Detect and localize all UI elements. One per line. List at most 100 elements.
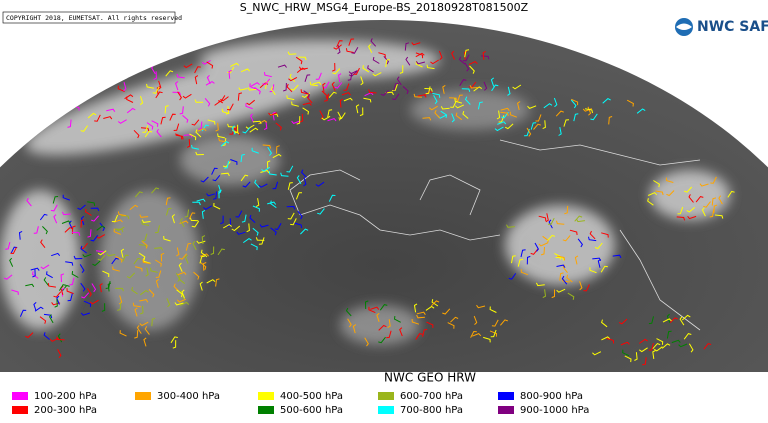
legend-swatch [378, 392, 394, 400]
wind-barb [151, 120, 159, 127]
legend-label: 600-700 hPa [400, 391, 463, 402]
wind-barb [199, 253, 209, 257]
wind-barb [33, 226, 39, 234]
wind-barb [91, 283, 97, 293]
wind-barb [328, 91, 337, 98]
wind-barb [169, 113, 176, 121]
wind-barb [51, 252, 61, 257]
wind-barb [10, 246, 17, 255]
wind-barb [451, 113, 455, 123]
wind-barb [80, 215, 85, 226]
wind-barb [238, 87, 248, 91]
copyright-box [2, 11, 176, 24]
wind-barb [5, 241, 11, 250]
wind-barb [251, 147, 259, 154]
wind-barb [39, 213, 48, 221]
wind-barb [289, 73, 296, 83]
legend-label: 300-400 hPa [157, 391, 220, 402]
wind-barb [378, 52, 386, 58]
wind-barb [270, 86, 276, 96]
wind-barb [92, 260, 101, 267]
wind-barb [227, 103, 234, 111]
wind-barb [262, 78, 271, 85]
wind-barb [113, 228, 121, 235]
title: S_NWC_HRW_MSG4_Europe-BS_20180928T081500… [240, 1, 529, 14]
wind-barb [231, 125, 236, 135]
wind-barb [120, 248, 125, 258]
wind-barb [87, 201, 96, 206]
wind-barb [372, 56, 380, 64]
wind-barb [201, 235, 206, 245]
wind-barb [204, 97, 211, 107]
wind-barb [58, 103, 65, 111]
wind-barb [300, 89, 309, 95]
wind-barb [301, 169, 307, 178]
wind-barb [221, 137, 227, 147]
wind-barb [671, 339, 681, 344]
wind-barb [639, 347, 648, 353]
wind-barb [405, 56, 411, 66]
wind-barb [517, 101, 521, 111]
wind-barb [258, 183, 268, 188]
wind-barb [622, 349, 630, 357]
wind-barb [160, 116, 166, 125]
wind-barb [101, 303, 106, 312]
wind-barb [198, 121, 203, 130]
wind-barb [602, 97, 611, 104]
wind-barb [106, 253, 116, 257]
wind-barb [43, 332, 50, 340]
wind-barb [69, 277, 75, 286]
wind-barb [139, 95, 144, 106]
wind-barb [683, 333, 692, 340]
wind-barb [463, 50, 468, 60]
wind-barb [249, 214, 256, 223]
wind-barb [134, 191, 143, 198]
wind-barb [103, 116, 113, 120]
wind-barb [570, 98, 579, 106]
wind-barb [217, 133, 226, 139]
wind-barb [165, 70, 174, 77]
wind-barb [77, 204, 86, 211]
wind-barb [96, 250, 105, 255]
wind-barb [54, 298, 58, 308]
wind-barb [297, 210, 303, 220]
wind-barb [404, 42, 410, 51]
wind-barb [447, 322, 455, 329]
wind-barb [80, 125, 89, 132]
wind-barb [556, 288, 566, 293]
wind-barb [304, 74, 311, 82]
wind-barb [250, 113, 255, 123]
wind-barb [440, 110, 448, 119]
wind-barb [600, 265, 608, 273]
wind-barb [348, 38, 355, 46]
wind-barb [500, 111, 509, 117]
wind-barb [286, 165, 294, 173]
wind-barb [207, 119, 216, 125]
wind-barb [551, 289, 555, 299]
wind-barb [490, 77, 495, 87]
wind-barb [647, 198, 654, 206]
wind-barb [324, 93, 329, 102]
wind-barb [399, 65, 404, 74]
wind-barb [567, 292, 575, 300]
wind-barb [392, 83, 398, 91]
wind-barb [416, 314, 425, 319]
wind-barb [469, 65, 475, 74]
wind-barb [422, 329, 428, 337]
wind-barb [454, 98, 463, 104]
wind-barb [57, 106, 67, 110]
wind-barb [321, 90, 328, 99]
wind-barb [80, 219, 85, 228]
wind-barb [117, 119, 127, 124]
wind-barb [240, 68, 250, 73]
wind-barb [290, 84, 299, 91]
wind-barb [30, 267, 40, 271]
wind-barb [654, 346, 663, 352]
wind-barb [328, 194, 336, 202]
wind-barb [589, 230, 596, 240]
wind-barb [477, 101, 483, 110]
wind-barb [530, 122, 537, 130]
wind-barb [267, 201, 277, 205]
wind-barb [267, 146, 273, 156]
